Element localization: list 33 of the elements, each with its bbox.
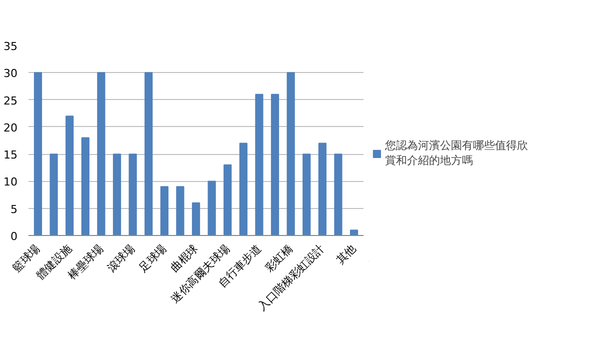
y-tick-label: 30 [4, 67, 18, 80]
legend-label: 您認為河濱公園有哪些值得欣賞和介紹的地方嗎 [385, 138, 528, 168]
x-tick-label: 其他 [334, 242, 359, 267]
bar [224, 164, 232, 236]
bar [270, 94, 280, 236]
bar [350, 230, 358, 236]
bar [176, 186, 184, 236]
bar [208, 180, 216, 236]
bar [144, 72, 153, 236]
bar [97, 72, 106, 236]
bar [112, 154, 122, 236]
y-tick-label: 20 [4, 121, 18, 134]
y-tick-label: 25 [4, 94, 18, 108]
bar [255, 94, 264, 236]
bar [50, 154, 58, 236]
y-tick-label: 15 [4, 148, 18, 162]
bar [302, 154, 311, 236]
bar [239, 142, 248, 236]
bar [34, 72, 42, 236]
bar [192, 202, 200, 236]
bar [128, 154, 137, 236]
bar [160, 186, 168, 236]
bar [334, 154, 342, 236]
y-tick-label: 35 [4, 40, 18, 53]
bar [286, 72, 295, 236]
x-tick-label: 滾球場 [104, 242, 138, 274]
y-tick-label: 0 [10, 230, 18, 243]
y-tick-label: 5 [10, 202, 18, 216]
x-tick-label: 足球場 [136, 242, 169, 274]
bar [66, 116, 74, 236]
bar [318, 142, 326, 236]
bar [81, 137, 90, 236]
y-tick-label: 10 [4, 176, 18, 189]
